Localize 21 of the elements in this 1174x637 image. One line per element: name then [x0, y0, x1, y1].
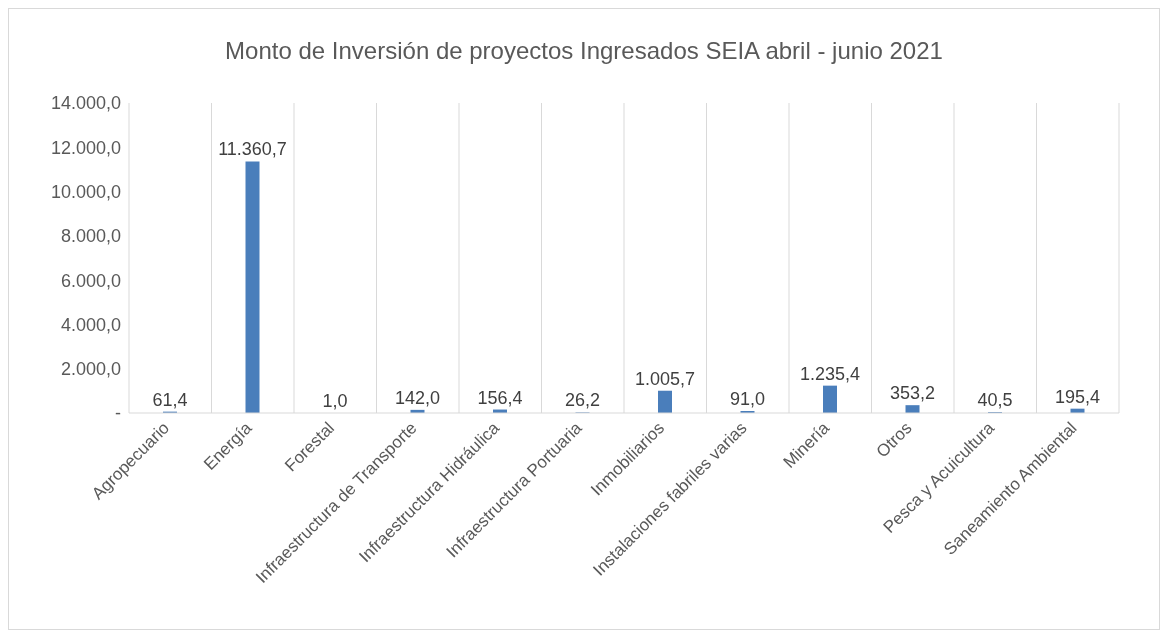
data-label: 353,2 [889, 383, 936, 404]
data-label: 195,4 [1054, 386, 1101, 407]
chart-title: Monto de Inversión de proyectos Ingresados SEIA abril - junio 2021 [224, 36, 944, 66]
data-label: 1.005,7 [634, 368, 696, 389]
data-label: 156,4 [477, 387, 523, 408]
y-tick-label: 12.000,0 [50, 137, 121, 158]
y-tick-label: - [115, 403, 121, 424]
data-label: 1,0 [322, 390, 348, 411]
y-tick-label: 8.000,0 [60, 226, 121, 247]
y-tick-label: 6.000,0 [60, 270, 121, 291]
y-tick-label: 14.000,0 [50, 93, 121, 114]
data-label: 26,2 [564, 390, 601, 411]
y-tick-label: 2.000,0 [60, 359, 121, 380]
y-tick-label: 4.000,0 [60, 314, 121, 335]
data-label: 40,5 [977, 390, 1013, 411]
data-label: 91,0 [729, 388, 766, 409]
y-tick-label: 10.000,0 [50, 181, 121, 202]
data-label: 11.360,7 [218, 139, 287, 160]
data-label: 61,4 [152, 389, 188, 410]
data-label: 142,0 [394, 387, 441, 408]
data-label: 1.235,4 [799, 363, 861, 384]
